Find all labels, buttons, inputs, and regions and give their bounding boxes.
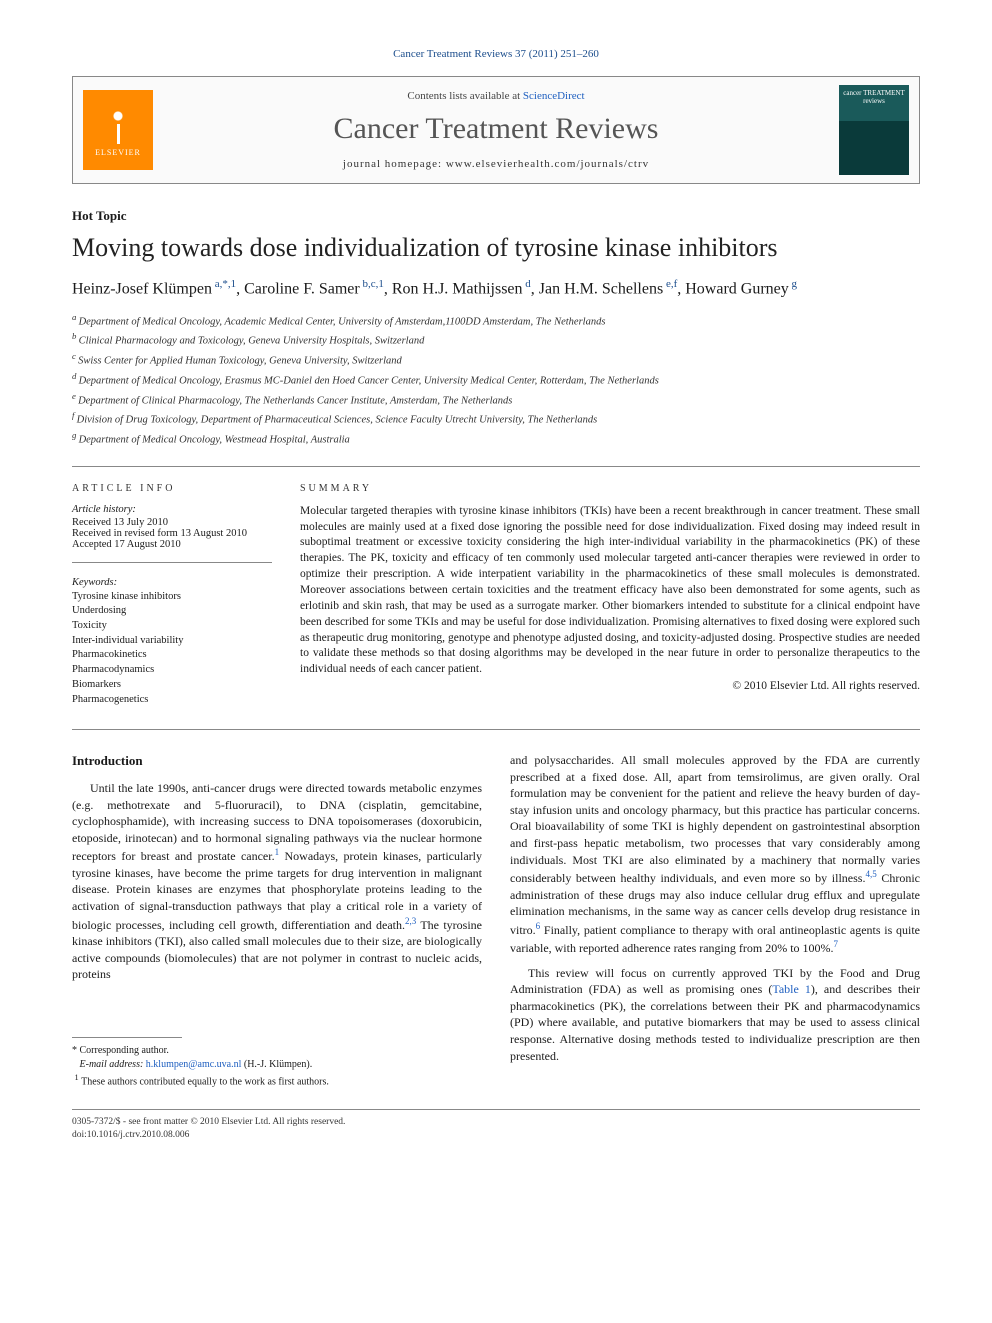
keyword: Underdosing [72, 604, 272, 619]
affiliation-key: e [72, 391, 78, 401]
author-name: Howard Gurney [685, 281, 789, 298]
footnotes-divider [72, 1037, 182, 1038]
affiliation-key: d [72, 371, 79, 381]
header-center: Contents lists available at ScienceDirec… [163, 77, 829, 183]
article-title: Moving towards dose individualization of… [72, 232, 920, 263]
summary-text: Molecular targeted therapies with tyrosi… [300, 504, 920, 678]
email-label: E-mail address: [80, 1059, 146, 1070]
article-info-heading: ARTICLE INFO [72, 483, 272, 494]
intro-text-2a: and polysaccharides. All small molecules… [510, 753, 920, 885]
keyword: Tyrosine kinase inhibitors [72, 590, 272, 605]
email-owner: (H.-J. Klümpen). [241, 1059, 312, 1070]
author-sup: a,*,1 [212, 278, 236, 290]
cover-text: cancer TREATMENT reviews [843, 89, 905, 105]
author-name: Jan H.M. Schellens [539, 281, 663, 298]
history-label: Article history: [72, 504, 272, 515]
history-received: Received 13 July 2010 [72, 517, 272, 528]
table-1-link[interactable]: Table 1 [772, 982, 811, 996]
journal-header: ELSEVIER Contents lists available at Sci… [72, 76, 920, 184]
footnotes: * Corresponding author. E-mail address: … [72, 1044, 482, 1089]
ref-2-3[interactable]: 2,3 [405, 916, 416, 926]
history-block: Article history: Received 13 July 2010 R… [72, 504, 272, 563]
affiliation: d Department of Medical Oncology, Erasmu… [72, 370, 920, 389]
author-sup: e,f [663, 278, 677, 290]
affiliation: e Department of Clinical Pharmacology, T… [72, 390, 920, 409]
elsevier-label: ELSEVIER [95, 148, 141, 157]
affiliation-key: a [72, 312, 79, 322]
authors-line: Heinz-Josef Klümpen a,*,1, Caroline F. S… [72, 277, 920, 301]
affiliations: a Department of Medical Oncology, Academ… [72, 311, 920, 448]
affiliation-key: g [72, 430, 79, 440]
intro-para-3: This review will focus on currently appr… [510, 965, 920, 1064]
body-col-right: and polysaccharides. All small molecules… [510, 752, 920, 1089]
history-accepted: Accepted 17 August 2010 [72, 539, 272, 550]
top-citation: Cancer Treatment Reviews 37 (2011) 251–2… [72, 48, 920, 60]
divider [72, 729, 920, 730]
contents-line: Contents lists available at ScienceDirec… [171, 90, 821, 102]
contents-prefix: Contents lists available at [407, 90, 522, 102]
equal-contrib-text: These authors contributed equally to the… [81, 1076, 329, 1087]
bottom-meta: 0305-7372/$ - see front matter © 2010 El… [72, 1109, 920, 1142]
elsevier-logo: ELSEVIER [83, 90, 153, 170]
keywords-block: Keywords: Tyrosine kinase inhibitorsUnde… [72, 577, 272, 708]
body-col-left: Introduction Until the late 1990s, anti-… [72, 752, 482, 1089]
author-name: Caroline F. Samer [244, 281, 360, 298]
author-name: Ron H.J. Mathijssen [392, 281, 523, 298]
summary-copyright: © 2010 Elsevier Ltd. All rights reserved… [300, 680, 920, 692]
affiliation: b Clinical Pharmacology and Toxicology, … [72, 330, 920, 349]
info-row: ARTICLE INFO Article history: Received 1… [72, 466, 920, 708]
summary-heading: SUMMARY [300, 483, 920, 494]
author-name: Heinz-Josef Klümpen [72, 281, 212, 298]
sciencedirect-link[interactable]: ScienceDirect [523, 90, 585, 102]
front-matter-line: 0305-7372/$ - see front matter © 2010 El… [72, 1116, 920, 1129]
affiliation: c Swiss Center for Applied Human Toxicol… [72, 350, 920, 369]
keyword: Toxicity [72, 619, 272, 634]
keywords-label: Keywords: [72, 577, 272, 588]
equal-contrib-marker: 1 [75, 1073, 79, 1082]
affiliation: g Department of Medical Oncology, Westme… [72, 429, 920, 448]
homepage-url[interactable]: www.elsevierhealth.com/journals/ctrv [446, 158, 649, 170]
homepage-prefix: journal homepage: [343, 158, 446, 170]
intro-para-2: and polysaccharides. All small molecules… [510, 752, 920, 957]
author-sup: g [789, 278, 797, 290]
history-revised: Received in revised form 13 August 2010 [72, 528, 272, 539]
keyword: Pharmacokinetics [72, 648, 272, 663]
email-line: E-mail address: h.klumpen@amc.uva.nl (H.… [72, 1058, 482, 1072]
keywords-list: Tyrosine kinase inhibitorsUnderdosingTox… [72, 590, 272, 708]
article-info-col: ARTICLE INFO Article history: Received 1… [72, 483, 272, 708]
journal-name: Cancer Treatment Reviews [171, 112, 821, 146]
affiliation: a Department of Medical Oncology, Academ… [72, 311, 920, 330]
author-sup: b,c,1 [360, 278, 384, 290]
affiliation-key: c [72, 351, 78, 361]
doi-line: doi:10.1016/j.ctrv.2010.08.006 [72, 1129, 920, 1142]
keyword: Inter-individual variability [72, 634, 272, 649]
keyword: Biomarkers [72, 678, 272, 693]
email-link[interactable]: h.klumpen@amc.uva.nl [146, 1059, 242, 1070]
body-columns: Introduction Until the late 1990s, anti-… [72, 752, 920, 1089]
homepage-line: journal homepage: www.elsevierhealth.com… [171, 158, 821, 170]
keyword: Pharmacogenetics [72, 693, 272, 708]
corresponding-author: * Corresponding author. [72, 1044, 482, 1058]
elsevier-tree-icon [98, 104, 138, 144]
intro-text-2c: Finally, patient compliance to therapy w… [510, 923, 920, 956]
paper-page: Cancer Treatment Reviews 37 (2011) 251–2… [0, 0, 992, 1182]
ref-7[interactable]: 7 [834, 939, 839, 949]
affiliation: f Division of Drug Toxicology, Departmen… [72, 409, 920, 428]
section-label: Hot Topic [72, 208, 920, 224]
introduction-heading: Introduction [72, 752, 482, 770]
ref-4-5[interactable]: 4,5 [865, 869, 876, 879]
journal-cover-icon: cancer TREATMENT reviews [839, 85, 909, 175]
publisher-logo-cell: ELSEVIER [73, 77, 163, 183]
equal-contrib: 1 These authors contributed equally to t… [72, 1072, 482, 1089]
keyword: Pharmacodynamics [72, 663, 272, 678]
intro-para-1: Until the late 1990s, anti-cancer drugs … [72, 780, 482, 983]
summary-col: SUMMARY Molecular targeted therapies wit… [300, 483, 920, 708]
author-sup: d [523, 278, 531, 290]
journal-cover-cell: cancer TREATMENT reviews [829, 77, 919, 183]
affiliation-key: f [72, 410, 77, 420]
affiliation-key: b [72, 331, 79, 341]
